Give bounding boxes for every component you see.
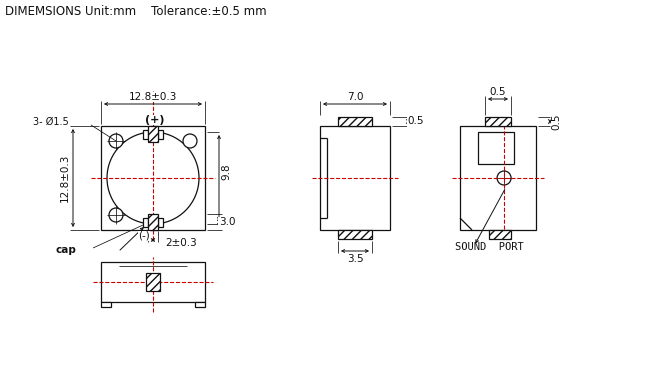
Bar xyxy=(143,218,148,227)
Text: (+): (+) xyxy=(145,115,165,125)
Text: SOUND  PORT: SOUND PORT xyxy=(455,242,524,252)
Text: 3.5: 3.5 xyxy=(347,254,363,264)
Text: 3.0: 3.0 xyxy=(219,217,235,227)
Text: 7.0: 7.0 xyxy=(347,92,363,102)
Bar xyxy=(485,117,511,126)
Bar xyxy=(146,273,160,291)
Text: 12.8±0.3: 12.8±0.3 xyxy=(60,154,70,202)
Bar xyxy=(338,117,372,126)
Text: 12.8±0.3: 12.8±0.3 xyxy=(129,92,177,102)
Bar xyxy=(489,230,511,239)
Text: cap: cap xyxy=(55,245,76,255)
Bar xyxy=(148,126,158,142)
Bar xyxy=(320,126,390,230)
Text: 0.5: 0.5 xyxy=(551,113,561,130)
Bar xyxy=(158,218,163,227)
Text: 0.5: 0.5 xyxy=(490,87,506,97)
Bar xyxy=(143,130,148,139)
Bar xyxy=(195,302,205,307)
Bar xyxy=(101,262,205,302)
Bar xyxy=(101,302,111,307)
Bar xyxy=(148,214,158,230)
Circle shape xyxy=(109,134,123,148)
Bar xyxy=(478,132,514,164)
Text: (-): (-) xyxy=(138,231,150,241)
Bar xyxy=(101,126,205,230)
Text: 3- Ø1.5: 3- Ø1.5 xyxy=(33,117,69,127)
Bar xyxy=(158,130,163,139)
Text: 9.8: 9.8 xyxy=(221,164,231,180)
Bar xyxy=(460,126,536,230)
Text: 2±0.3: 2±0.3 xyxy=(165,238,197,248)
Circle shape xyxy=(497,171,511,185)
Text: DIMEMSIONS Unit:mm    Tolerance:±0.5 mm: DIMEMSIONS Unit:mm Tolerance:±0.5 mm xyxy=(5,5,267,18)
Circle shape xyxy=(109,208,123,222)
Text: 0.5: 0.5 xyxy=(408,116,424,127)
Circle shape xyxy=(107,132,199,224)
Circle shape xyxy=(183,134,197,148)
Bar xyxy=(338,230,372,239)
